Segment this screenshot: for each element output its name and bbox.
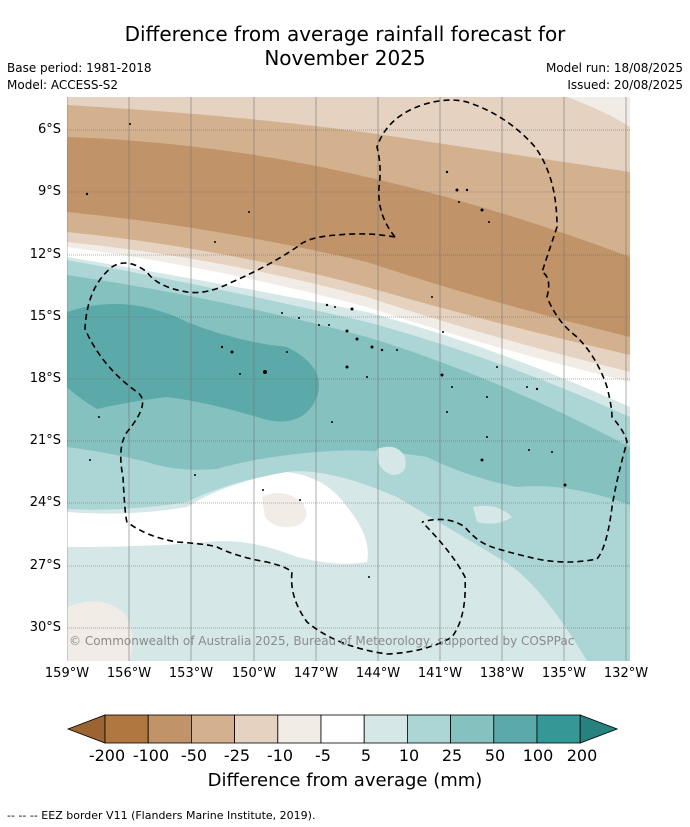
lon-label-135w: 135°W [541, 666, 587, 681]
pocket-white [67, 472, 368, 564]
colorbar-label: 10 [398, 746, 420, 765]
colorbar-cell [191, 714, 236, 744]
colorbar-cell [234, 714, 279, 744]
copyright-notice: © Commonwealth of Australia 2025, Bureau… [69, 634, 575, 648]
lat-label-18s: 18°S [29, 371, 61, 386]
colorbar-label: -10 [266, 746, 294, 765]
colorbar-label: 200 [566, 746, 598, 765]
lon-label-153w: 153°W [168, 666, 214, 681]
lat-label-21s: 21°S [29, 433, 61, 448]
lat-label-9s: 9°S [37, 184, 61, 199]
lat-label-30s: 30°S [29, 620, 61, 635]
eez-borders [84, 99, 628, 655]
colorbar-cell [320, 714, 365, 744]
colorbar-cell [277, 714, 322, 744]
base-period: Base period: 1981-2018 [7, 61, 152, 75]
band-minus-50 [67, 137, 630, 337]
title-line-2: November 2025 [264, 46, 426, 70]
colorbar-cell [147, 714, 192, 744]
lon-label-144w: 144°W [355, 666, 401, 681]
lat-label-6s: 6°S [37, 122, 61, 137]
wet-hole-a [376, 446, 406, 475]
lon-label-141w: 141°W [417, 666, 463, 681]
corner-minus-5 [67, 601, 133, 661]
colorbar-cell [450, 714, 495, 744]
colorbar-label: 5 [360, 746, 372, 765]
colorbar-cell [363, 714, 408, 744]
model-run: Model run: 18/08/2025 [545, 61, 683, 75]
colorbar-cell [104, 714, 149, 744]
lon-label-138w: 138°W [479, 666, 525, 681]
colorbar-label: -50 [180, 746, 208, 765]
lon-label-150w: 150°W [231, 666, 277, 681]
colorbar-cell [536, 714, 581, 744]
colorbar-label: -200 [88, 746, 126, 765]
colorbar-label: 25 [441, 746, 463, 765]
colorbar-extend-low [66, 714, 106, 744]
eez-legend: -- -- -- EEZ border V11 (Flanders Marine… [7, 809, 316, 822]
lon-label-147w: 147°W [293, 666, 339, 681]
lon-label-156w: 156°W [106, 666, 152, 681]
colorbar-label: -25 [223, 746, 251, 765]
lat-label-24s: 24°S [29, 495, 61, 510]
lon-label-159w: 159°W [44, 666, 90, 681]
lat-label-27s: 27°S [29, 558, 61, 573]
map-title: Difference from average rainfall forecas… [0, 22, 690, 70]
model-name: Model: ACCESS-S2 [7, 78, 119, 92]
title-line-1: Difference from average rainfall forecas… [124, 22, 566, 46]
colorbar-cell [406, 714, 451, 744]
colorbar-cells [66, 714, 619, 744]
colorbar-label: -5 [315, 746, 331, 765]
colorbar-cell [493, 714, 538, 744]
lon-label-132w: 132°W [603, 666, 649, 681]
issued-date: Issued: 20/08/2025 [567, 78, 683, 92]
colorbar [66, 714, 619, 744]
pocket-minus-5 [262, 493, 307, 528]
lat-label-15s: 15°S [29, 309, 61, 324]
lat-label-12s: 12°S [29, 247, 61, 262]
islands [85, 123, 567, 578]
colorbar-extend-high [579, 714, 619, 744]
rainfall-anomaly-map [67, 97, 630, 661]
colorbar-title: Difference from average (mm) [207, 770, 483, 791]
colorbar-label: 50 [484, 746, 506, 765]
colorbar-label: -100 [132, 746, 170, 765]
band-plus-50 [67, 304, 319, 422]
meridians [67, 97, 627, 661]
meta-right: Model run: 18/08/2025 Issued: 20/08/2025 [546, 60, 683, 94]
colorbar-label: 100 [522, 746, 554, 765]
meta-left: Base period: 1981-2018 Model: ACCESS-S2 [7, 60, 152, 94]
